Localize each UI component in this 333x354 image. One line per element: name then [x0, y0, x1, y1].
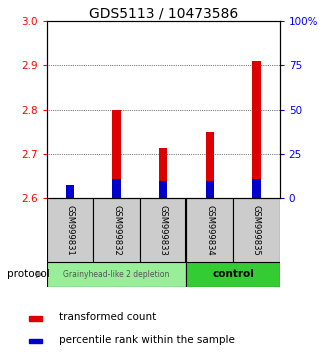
- Bar: [29, 316, 42, 321]
- FancyBboxPatch shape: [186, 262, 280, 287]
- Bar: [252, 179, 261, 198]
- Text: GSM999833: GSM999833: [159, 205, 168, 256]
- Text: protocol: protocol: [7, 269, 49, 279]
- Title: GDS5113 / 10473586: GDS5113 / 10473586: [89, 6, 238, 20]
- Text: Grainyhead-like 2 depletion: Grainyhead-like 2 depletion: [63, 270, 170, 279]
- Bar: [112, 179, 121, 198]
- Bar: [66, 192, 74, 198]
- Bar: [205, 182, 214, 198]
- Bar: [252, 61, 261, 198]
- Text: GSM999832: GSM999832: [112, 205, 121, 256]
- Text: transformed count: transformed count: [59, 312, 157, 322]
- FancyBboxPatch shape: [47, 262, 186, 287]
- FancyBboxPatch shape: [47, 198, 93, 262]
- Bar: [205, 132, 214, 198]
- Bar: [159, 148, 167, 198]
- Bar: [66, 185, 74, 198]
- Text: GSM999835: GSM999835: [252, 205, 261, 256]
- FancyBboxPatch shape: [186, 198, 233, 262]
- Bar: [159, 181, 167, 198]
- FancyBboxPatch shape: [233, 198, 280, 262]
- FancyBboxPatch shape: [93, 198, 140, 262]
- Bar: [112, 110, 121, 198]
- FancyBboxPatch shape: [140, 198, 186, 262]
- Text: GSM999831: GSM999831: [65, 205, 75, 256]
- Text: GSM999834: GSM999834: [205, 205, 214, 256]
- Text: percentile rank within the sample: percentile rank within the sample: [59, 335, 235, 344]
- Text: control: control: [212, 269, 254, 279]
- Bar: [29, 338, 42, 343]
